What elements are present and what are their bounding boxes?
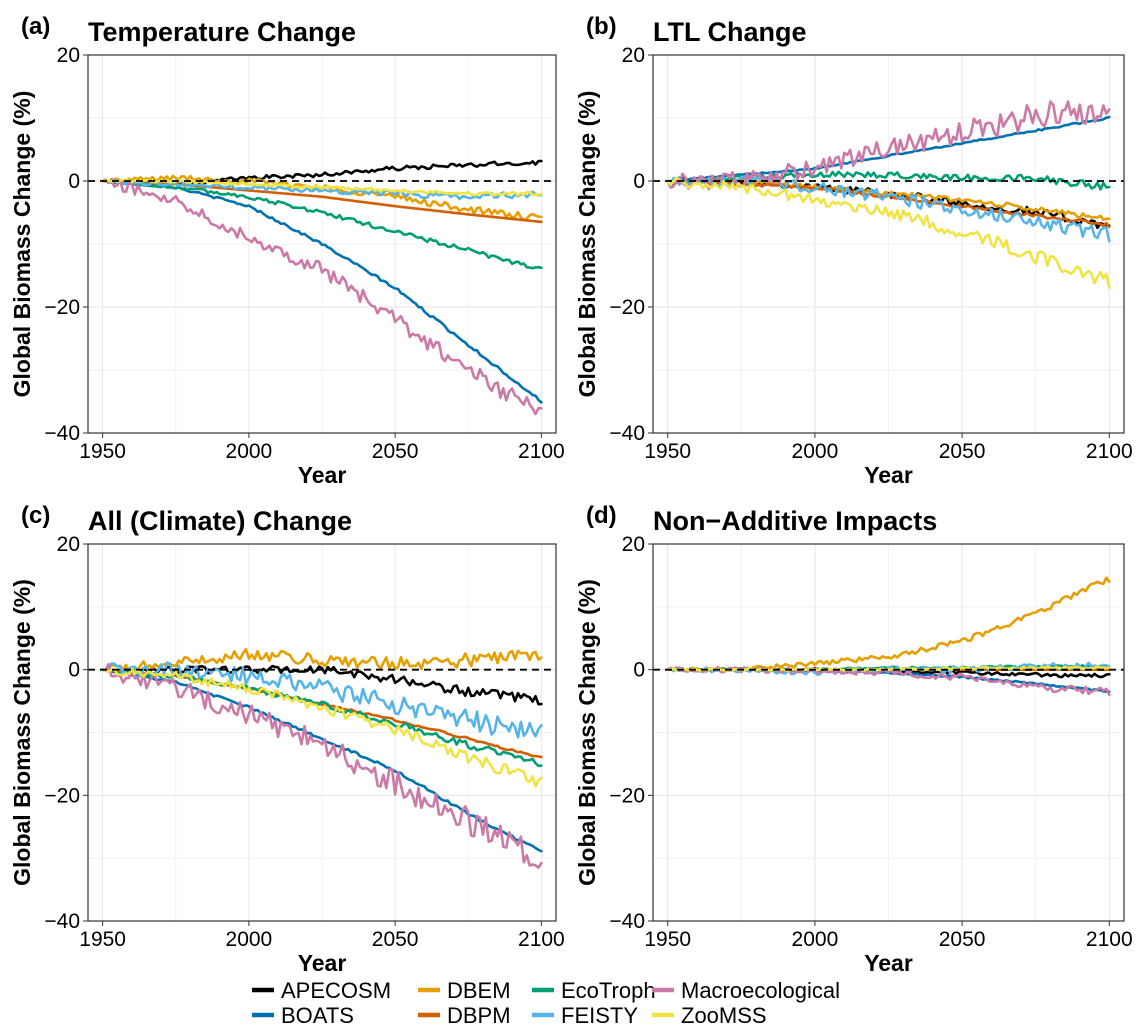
x-tick-label: 2000 [226,928,273,951]
x-tick-label: 1950 [79,440,126,463]
x-tick-label: 2000 [792,928,839,951]
y-tick-label: 20 [57,44,80,67]
x-tick-label: 2100 [1086,928,1133,951]
y-tick-label: −20 [609,296,645,319]
x-tick-label: 2100 [518,928,565,951]
legend-item: ZooMSS [652,1003,767,1028]
series-line-boats [666,115,1111,183]
y-tick-label: 0 [68,170,80,193]
legend-item: Macroecological [652,978,840,1003]
legend-item: APECOSM [252,978,391,1003]
series-group [101,159,543,416]
x-axis-title: Year [298,950,347,976]
x-tick-label: 2000 [792,440,839,463]
plot-frame [87,54,557,434]
legend-label: Macroecological [681,978,840,1003]
panel-title: Temperature Change [88,17,356,47]
plot-frame [652,543,1125,922]
y-tick-label: 20 [622,44,645,67]
x-axis-title: Year [864,950,913,976]
x-tick-label: 2050 [939,928,986,951]
x-tick-label: 2000 [226,440,273,463]
legend-label: BOATS [281,1003,354,1028]
series-line-dbpm [101,668,543,759]
legend-label: APECOSM [281,978,391,1003]
y-tick-label: −20 [44,784,80,807]
x-tick-label: 2100 [518,440,565,463]
y-tick-label: 0 [633,170,645,193]
legend-label: FEISTY [561,1003,638,1028]
x-tick-label: 1950 [644,440,691,463]
legend-item: FEISTY [532,1003,638,1028]
x-tick-label: 1950 [79,928,126,951]
y-tick-label: −40 [44,910,80,933]
y-axis-title: Global Biomass Change (%) [574,91,600,398]
panel-letter: (a) [21,13,50,40]
y-tick-label: 20 [57,533,80,556]
chart-panel: 1950 2000 2050 2100 −40 −20 0 20 (c) All (Climate… [9,502,565,976]
legend-label: ZooMSS [681,1003,767,1028]
chart-panel: 1950 2000 2050 2100 −40 −20 0 20 (a) Temperature … [9,13,565,488]
y-tick-label: −20 [609,784,645,807]
series-line-macroecological [101,178,543,416]
series-line-ecotroph [101,179,543,270]
x-axis-title: Year [298,462,347,488]
y-tick-label: −20 [44,296,80,319]
legend-item: DBPM [418,1003,511,1028]
y-axis-title: Global Biomass Change (%) [574,579,600,886]
panel-title: LTL Change [653,17,807,47]
legend-item: EcoTroph [532,978,656,1003]
panel-title: Non−Additive Impacts [653,506,937,536]
chart-panel: 1950 2000 2050 2100 −40 −20 0 20(d) Non−Additive… [574,502,1133,976]
y-axis-title: Global Biomass Change (%) [9,579,35,886]
y-tick-label: −40 [44,422,80,445]
series-line-dbem [101,647,543,673]
x-tick-label: 1950 [644,928,691,951]
x-tick-label: 2100 [1086,440,1133,463]
plot-frame [87,543,557,922]
series-line-macroecological [101,662,543,869]
x-tick-label: 2050 [939,440,986,463]
x-axis-title: Year [864,462,913,488]
legend-item: BOATS [252,1003,354,1028]
legend-label: DBPM [447,1003,511,1028]
series-line-zoomss [666,176,1111,290]
x-tick-label: 2050 [372,928,419,951]
series-line-feisty [101,178,543,201]
panel-title: All (Climate) Change [88,506,352,536]
series-group [666,100,1111,290]
y-axis-title: Global Biomass Change (%) [9,91,35,398]
chart-panel: 1950 2000 2050 2100 −40 −20 0 20(b) LTL Change Ye… [574,13,1133,488]
series-line-macroecological [666,665,1111,697]
series-line-zoomss [101,667,543,788]
plot-frame [652,54,1125,434]
legend-item: DBEM [418,978,511,1003]
legend-label: EcoTroph [561,978,656,1003]
panel-letter: (d) [586,502,617,529]
panel-letter: (b) [586,13,617,40]
panel-letter: (c) [21,502,50,529]
y-tick-label: 0 [68,659,80,682]
series-line-feisty [666,175,1111,243]
y-tick-label: 20 [622,533,645,556]
x-tick-label: 2050 [372,440,419,463]
y-tick-label: −40 [609,422,645,445]
legend-label: DBEM [447,978,511,1003]
y-tick-label: −40 [609,910,645,933]
y-tick-label: 0 [633,659,645,682]
